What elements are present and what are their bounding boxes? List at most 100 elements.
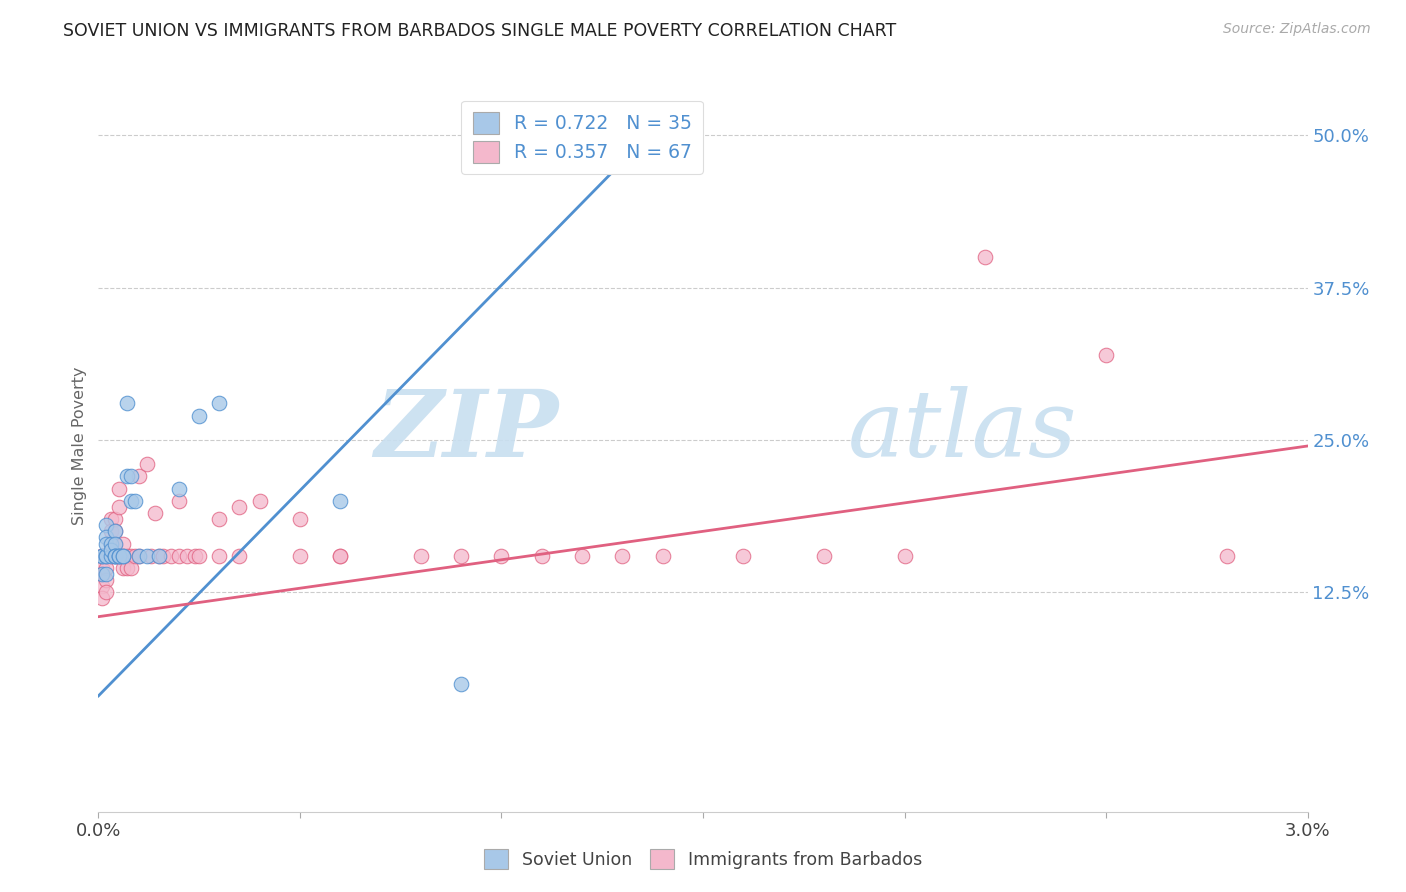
Point bbox=[100, 549, 122, 563]
Point bbox=[893, 549, 915, 563]
Point bbox=[103, 512, 125, 526]
Point bbox=[91, 579, 114, 593]
Point bbox=[176, 549, 198, 563]
Point bbox=[813, 549, 835, 563]
Point bbox=[96, 585, 118, 599]
Point bbox=[124, 549, 146, 563]
Point bbox=[96, 518, 118, 533]
Point bbox=[160, 549, 183, 563]
Point bbox=[128, 549, 150, 563]
Point bbox=[329, 494, 352, 508]
Point bbox=[115, 469, 138, 483]
Point bbox=[96, 561, 118, 575]
Point bbox=[91, 549, 114, 563]
Point bbox=[115, 549, 138, 563]
Point bbox=[409, 549, 432, 563]
Point bbox=[91, 567, 114, 582]
Point bbox=[100, 524, 122, 539]
Point bbox=[100, 512, 122, 526]
Point bbox=[100, 536, 122, 550]
Point bbox=[1095, 348, 1118, 362]
Point bbox=[167, 482, 190, 496]
Point bbox=[128, 549, 150, 563]
Point bbox=[96, 549, 118, 563]
Point bbox=[249, 494, 271, 508]
Point bbox=[103, 524, 125, 539]
Point bbox=[188, 409, 211, 423]
Point bbox=[96, 573, 118, 587]
Point bbox=[91, 561, 114, 575]
Point bbox=[491, 549, 513, 563]
Point bbox=[107, 549, 129, 563]
Point bbox=[107, 549, 129, 563]
Point bbox=[103, 549, 125, 563]
Point bbox=[111, 549, 134, 563]
Point bbox=[111, 561, 134, 575]
Point bbox=[208, 549, 231, 563]
Point bbox=[288, 549, 311, 563]
Point bbox=[91, 549, 114, 563]
Point bbox=[96, 536, 118, 550]
Point bbox=[450, 549, 472, 563]
Legend: Soviet Union, Immigrants from Barbados: Soviet Union, Immigrants from Barbados bbox=[477, 842, 929, 876]
Point bbox=[228, 500, 250, 514]
Point bbox=[612, 549, 634, 563]
Point bbox=[96, 549, 118, 563]
Point bbox=[103, 536, 125, 550]
Legend: R = 0.722   N = 35, R = 0.357   N = 67: R = 0.722 N = 35, R = 0.357 N = 67 bbox=[461, 101, 703, 174]
Point bbox=[188, 549, 211, 563]
Point bbox=[107, 482, 129, 496]
Point bbox=[103, 536, 125, 550]
Point bbox=[111, 549, 134, 563]
Point bbox=[1216, 549, 1239, 563]
Point bbox=[148, 549, 170, 563]
Point bbox=[96, 549, 118, 563]
Point bbox=[329, 549, 352, 563]
Point bbox=[103, 549, 125, 563]
Point bbox=[91, 549, 114, 563]
Point bbox=[651, 549, 673, 563]
Text: atlas: atlas bbox=[848, 386, 1077, 476]
Point bbox=[228, 549, 250, 563]
Point bbox=[107, 549, 129, 563]
Point bbox=[184, 549, 207, 563]
Point bbox=[91, 549, 114, 563]
Point bbox=[91, 567, 114, 582]
Point bbox=[100, 549, 122, 563]
Point bbox=[288, 512, 311, 526]
Point bbox=[115, 396, 138, 410]
Point bbox=[571, 549, 593, 563]
Point bbox=[120, 549, 142, 563]
Point bbox=[100, 542, 122, 557]
Point bbox=[96, 549, 118, 563]
Point bbox=[135, 549, 157, 563]
Point bbox=[152, 549, 174, 563]
Point bbox=[96, 549, 118, 563]
Point bbox=[124, 494, 146, 508]
Point bbox=[103, 549, 125, 563]
Point bbox=[96, 530, 118, 544]
Point bbox=[96, 567, 118, 582]
Point bbox=[128, 469, 150, 483]
Text: SOVIET UNION VS IMMIGRANTS FROM BARBADOS SINGLE MALE POVERTY CORRELATION CHART: SOVIET UNION VS IMMIGRANTS FROM BARBADOS… bbox=[63, 22, 897, 40]
Point bbox=[208, 396, 231, 410]
Point bbox=[91, 591, 114, 606]
Point bbox=[135, 458, 157, 472]
Point bbox=[115, 561, 138, 575]
Point bbox=[974, 250, 997, 264]
Point bbox=[107, 549, 129, 563]
Point bbox=[208, 512, 231, 526]
Point bbox=[107, 500, 129, 514]
Point bbox=[120, 494, 142, 508]
Point bbox=[733, 549, 755, 563]
Point bbox=[91, 549, 114, 563]
Point bbox=[120, 469, 142, 483]
Point bbox=[103, 549, 125, 563]
Text: ZIP: ZIP bbox=[374, 386, 558, 476]
Point bbox=[167, 549, 190, 563]
Point bbox=[111, 549, 134, 563]
Point bbox=[148, 549, 170, 563]
Point bbox=[111, 536, 134, 550]
Y-axis label: Single Male Poverty: Single Male Poverty bbox=[72, 367, 87, 525]
Point bbox=[100, 536, 122, 550]
